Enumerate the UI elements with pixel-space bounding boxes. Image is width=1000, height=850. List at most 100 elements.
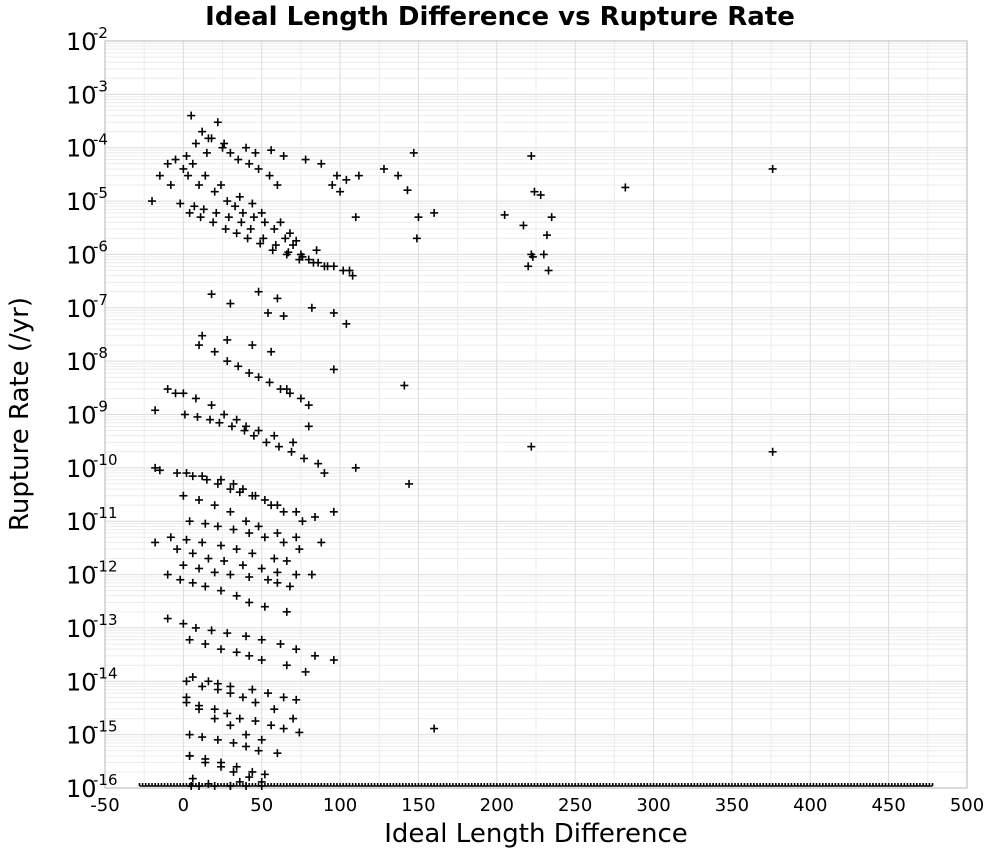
data-point	[220, 556, 229, 565]
data-point	[223, 357, 232, 366]
data-point	[304, 401, 313, 410]
data-point	[279, 151, 288, 160]
data-point	[307, 303, 316, 312]
y-tick-label: 10-2	[66, 24, 108, 56]
data-point	[191, 623, 200, 632]
data-point	[430, 208, 439, 217]
svg-text:10: 10	[66, 348, 97, 376]
data-point	[530, 187, 539, 196]
y-tick-label: 10-9	[66, 398, 108, 430]
data-point	[301, 155, 310, 164]
data-point	[226, 689, 235, 698]
data-point	[229, 767, 238, 776]
data-point	[216, 475, 225, 484]
data-point	[185, 751, 194, 760]
data-point	[249, 213, 258, 222]
data-point	[267, 347, 276, 356]
data-point	[216, 645, 225, 654]
data-point	[292, 533, 301, 542]
data-point	[260, 495, 269, 504]
data-point	[414, 213, 423, 222]
data-point	[151, 463, 160, 472]
data-point	[430, 724, 439, 733]
y-tick-label: 10-13	[66, 611, 118, 643]
svg-text:10: 10	[66, 188, 97, 216]
data-point	[185, 208, 194, 217]
svg-text:-7: -7	[93, 291, 108, 309]
data-point	[274, 442, 283, 451]
data-point	[292, 236, 301, 245]
data-point	[248, 767, 257, 776]
data-point	[282, 385, 291, 394]
data-point	[196, 213, 205, 222]
data-point	[198, 127, 207, 136]
data-point	[263, 689, 272, 698]
data-point	[621, 183, 630, 192]
data-point	[254, 522, 263, 531]
data-point	[311, 651, 320, 660]
data-point	[226, 507, 235, 516]
data-point	[298, 517, 307, 526]
data-point	[245, 598, 254, 607]
data-point	[248, 685, 257, 694]
svg-text:10: 10	[66, 295, 97, 323]
data-point	[185, 635, 194, 644]
data-point	[242, 143, 251, 152]
data-point	[260, 770, 269, 779]
data-point	[166, 181, 175, 190]
data-point	[242, 730, 251, 739]
grid	[104, 40, 968, 789]
data-point	[527, 250, 536, 259]
data-point	[216, 586, 225, 595]
data-point	[213, 685, 222, 694]
data-point	[336, 187, 345, 196]
svg-text:-6: -6	[93, 237, 108, 255]
y-tick-label: 10-14	[66, 664, 118, 696]
data-point	[249, 431, 258, 440]
x-tick-label: 350	[715, 795, 749, 816]
y-tick-label: 10-11	[66, 504, 118, 536]
data-point	[301, 667, 310, 676]
data-point	[271, 241, 280, 250]
data-point	[232, 762, 241, 771]
data-point	[245, 773, 254, 782]
data-point	[394, 171, 403, 180]
data-point	[342, 319, 351, 328]
data-point	[282, 661, 291, 670]
data-point	[311, 512, 320, 521]
data-point	[179, 619, 188, 628]
x-tick-label: 300	[636, 795, 670, 816]
data-point	[215, 418, 224, 427]
data-point	[296, 394, 305, 403]
data-point	[312, 246, 321, 255]
data-point	[527, 151, 536, 160]
data-point	[188, 578, 197, 587]
data-point	[267, 146, 276, 155]
data-point	[223, 335, 232, 344]
data-point	[245, 529, 254, 538]
data-point	[242, 517, 251, 526]
data-point	[179, 164, 188, 173]
data-point	[204, 134, 213, 143]
baseline-points	[138, 783, 934, 787]
data-point	[179, 491, 188, 500]
svg-text:-13: -13	[93, 611, 118, 629]
x-tick-label: 500	[950, 795, 984, 816]
data-point	[289, 241, 298, 250]
data-point	[307, 570, 316, 579]
data-point	[279, 507, 288, 516]
data-point	[289, 438, 298, 447]
y-axis-label: Rupture Rate (/yr)	[5, 297, 35, 531]
data-point	[185, 730, 194, 739]
data-point	[279, 724, 288, 733]
svg-text:10: 10	[66, 775, 97, 803]
data-point	[207, 401, 216, 410]
data-point	[176, 575, 185, 584]
data-point	[329, 656, 338, 665]
data-point	[182, 151, 191, 160]
data-point	[226, 721, 235, 730]
data-point	[182, 469, 191, 478]
data-point	[187, 111, 196, 120]
data-point	[155, 171, 164, 180]
data-point	[188, 774, 197, 783]
